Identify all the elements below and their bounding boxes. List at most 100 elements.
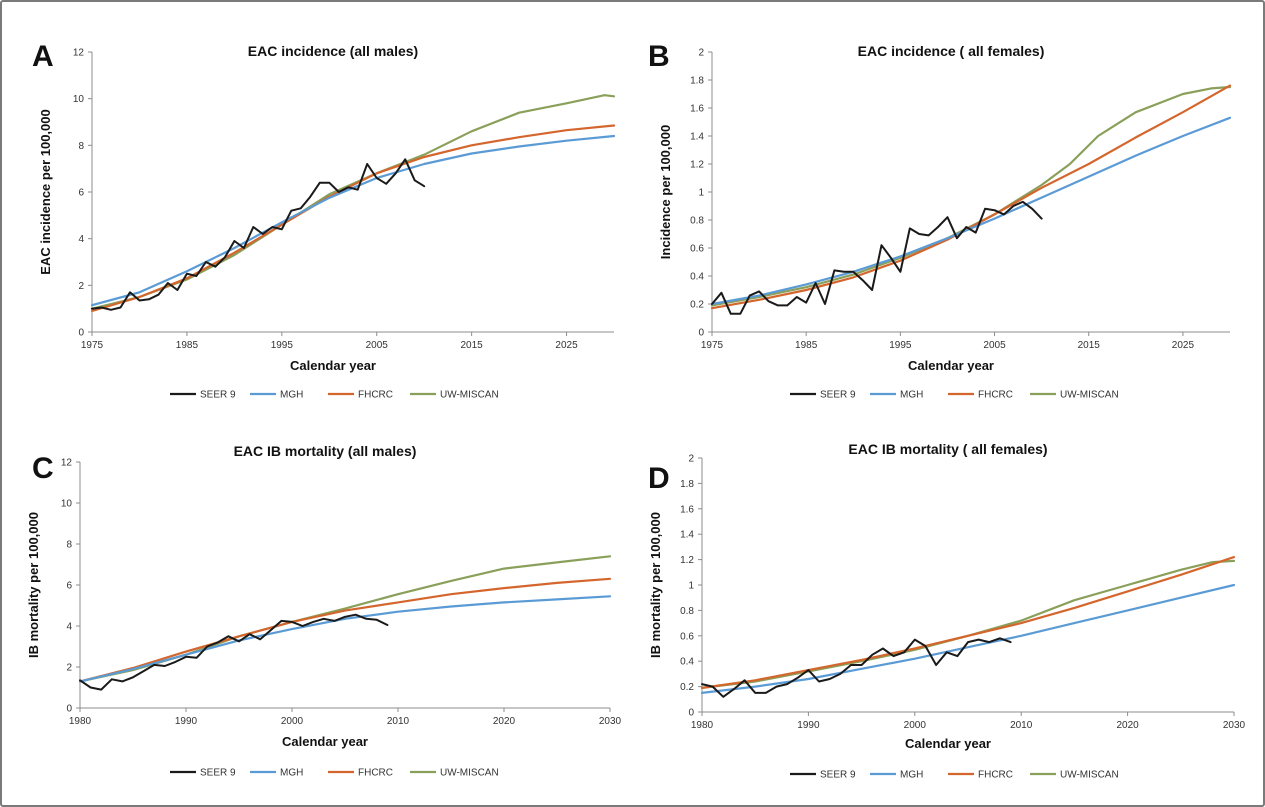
legend: SEER 9 MGH FHCRC UW-MISCAN (170, 390, 499, 401)
legend-label: UW-MISCAN (1060, 770, 1119, 781)
x-tick-label: 2015 (1078, 340, 1101, 351)
series-line-fhcrc (700, 556, 1236, 689)
y-tick-label: 1.4 (690, 132, 704, 143)
y-axis-title: IB mortality per 100,000 (26, 512, 41, 658)
legend-label: UW-MISCAN (440, 768, 499, 779)
y-tick-label: 0.4 (680, 657, 694, 668)
panel-b: B EAC incidence ( all females) 0 0.2 0.4 0.6… (640, 30, 1260, 420)
legend-label: UW-MISCAN (1060, 390, 1119, 401)
panel-label: B (648, 40, 670, 73)
chart-title: EAC IB mortality ( all females) (848, 441, 1047, 457)
legend-label: SEER 9 (200, 768, 236, 779)
y-tick-label: 8 (66, 540, 72, 551)
y-tick-label: 12 (73, 48, 85, 59)
series-line-seer-9 (701, 637, 1012, 698)
y-tick-label: 0.6 (690, 244, 704, 255)
y-tick-label: 0.2 (680, 682, 694, 693)
chart-title: EAC incidence ( all females) (858, 43, 1045, 59)
y-axis-title: EAC incidence per 100,000 (38, 109, 53, 274)
x-tick-label: 1995 (889, 340, 912, 351)
y-tick-label: 1.8 (680, 479, 694, 490)
y-tick-label: 1 (698, 188, 704, 199)
x-axis-title: Calendar year (908, 358, 994, 373)
series-line-mgh (90, 134, 616, 307)
series-line-mgh (710, 116, 1232, 306)
y-tick-label: 1 (688, 581, 694, 592)
x-tick-label: 2030 (599, 716, 622, 727)
y-tick-label: 8 (78, 141, 84, 152)
y-tick-label: 0.4 (690, 272, 704, 283)
x-tick-label: 2000 (281, 716, 304, 727)
legend-label: MGH (280, 768, 303, 779)
x-tick-label: 2020 (493, 716, 516, 727)
x-tick-label: 2020 (1116, 720, 1139, 731)
x-tick-label: 1990 (797, 720, 820, 731)
y-tick-label: 0 (78, 328, 84, 339)
legend-label: SEER 9 (820, 770, 856, 781)
x-tick-label: 1975 (701, 340, 724, 351)
legend-label: MGH (900, 770, 923, 781)
x-tick-label: 2010 (1010, 720, 1033, 731)
y-tick-label: 10 (73, 94, 85, 105)
y-tick-label: 4 (78, 234, 84, 245)
x-tick-label: 1985 (795, 340, 818, 351)
series-line-fhcrc (78, 577, 612, 683)
y-axis-title: IB mortality per 100,000 (648, 512, 663, 658)
series-line-uw-miscan (90, 94, 616, 310)
y-tick-label: 0.6 (680, 631, 694, 642)
x-tick-label: 2000 (904, 720, 927, 731)
y-tick-label: 1.2 (690, 160, 704, 171)
x-tick-label: 1975 (81, 340, 104, 351)
chart-b: EAC incidence ( all females) 0 0.2 0.4 0.6 0.… (658, 43, 1232, 401)
series-line-mgh (78, 595, 612, 683)
x-tick-label: 2010 (387, 716, 410, 727)
x-tick-label: 2005 (366, 340, 389, 351)
x-tick-label: 1985 (176, 340, 199, 351)
x-axis-title: Calendar year (290, 358, 376, 373)
y-tick-label: 1.8 (690, 76, 704, 87)
y-tick-label: 10 (61, 499, 73, 510)
x-tick-label: 1995 (271, 340, 294, 351)
series-line-seer-9 (79, 613, 389, 691)
x-tick-label: 1980 (69, 716, 92, 727)
chart-d: EAC IB mortality ( all females) 0 0.2 0.4 0.… (648, 441, 1246, 781)
legend-label: MGH (900, 390, 923, 401)
legend: SEER 9 MGH FHCRC UW-MISCAN (170, 768, 499, 779)
series-line-seer-9 (711, 200, 1043, 315)
x-tick-label: 2025 (555, 340, 578, 351)
series-line-fhcrc (90, 124, 616, 313)
panel-d: D EAC IB mortality ( all females) 0 0.2 0.4… (640, 410, 1260, 800)
series-line-uw-miscan (710, 85, 1232, 307)
y-tick-label: 0.8 (690, 216, 704, 227)
x-tick-label: 2005 (983, 340, 1006, 351)
legend: SEER 9 MGH FHCRC UW-MISCAN (790, 770, 1119, 781)
y-tick-label: 2 (698, 48, 704, 59)
y-tick-label: 0 (698, 328, 704, 339)
x-tick-label: 1990 (175, 716, 198, 727)
series-line-seer-9 (91, 158, 426, 311)
y-tick-label: 2 (688, 454, 694, 465)
y-axis-title: Incidence per 100,000 (658, 125, 673, 259)
y-tick-label: 2 (66, 663, 72, 674)
y-tick-label: 4 (66, 622, 72, 633)
y-tick-label: 6 (66, 581, 72, 592)
series-line-fhcrc (710, 84, 1232, 310)
y-tick-label: 1.4 (680, 530, 694, 541)
panel-label: C (32, 452, 54, 485)
x-tick-label: 2025 (1172, 340, 1195, 351)
legend: SEER 9 MGH FHCRC UW-MISCAN (790, 390, 1119, 401)
y-tick-label: 2 (78, 281, 84, 292)
x-tick-label: 1980 (691, 720, 714, 731)
x-tick-label: 2030 (1223, 720, 1246, 731)
y-tick-label: 1.2 (680, 555, 694, 566)
chart-title: EAC IB mortality (all males) (234, 443, 417, 459)
series-line-uw-miscan (700, 559, 1236, 689)
y-tick-label: 0.8 (680, 606, 694, 617)
y-tick-label: 1.6 (680, 504, 694, 515)
chart-a: EAC incidence (all males) 0 2 4 6 8 10 12 1975 19… (38, 43, 616, 401)
panel-label: A (32, 40, 54, 73)
y-tick-label: 0 (688, 708, 694, 719)
x-tick-label: 2015 (461, 340, 484, 351)
legend-label: MGH (280, 390, 303, 401)
